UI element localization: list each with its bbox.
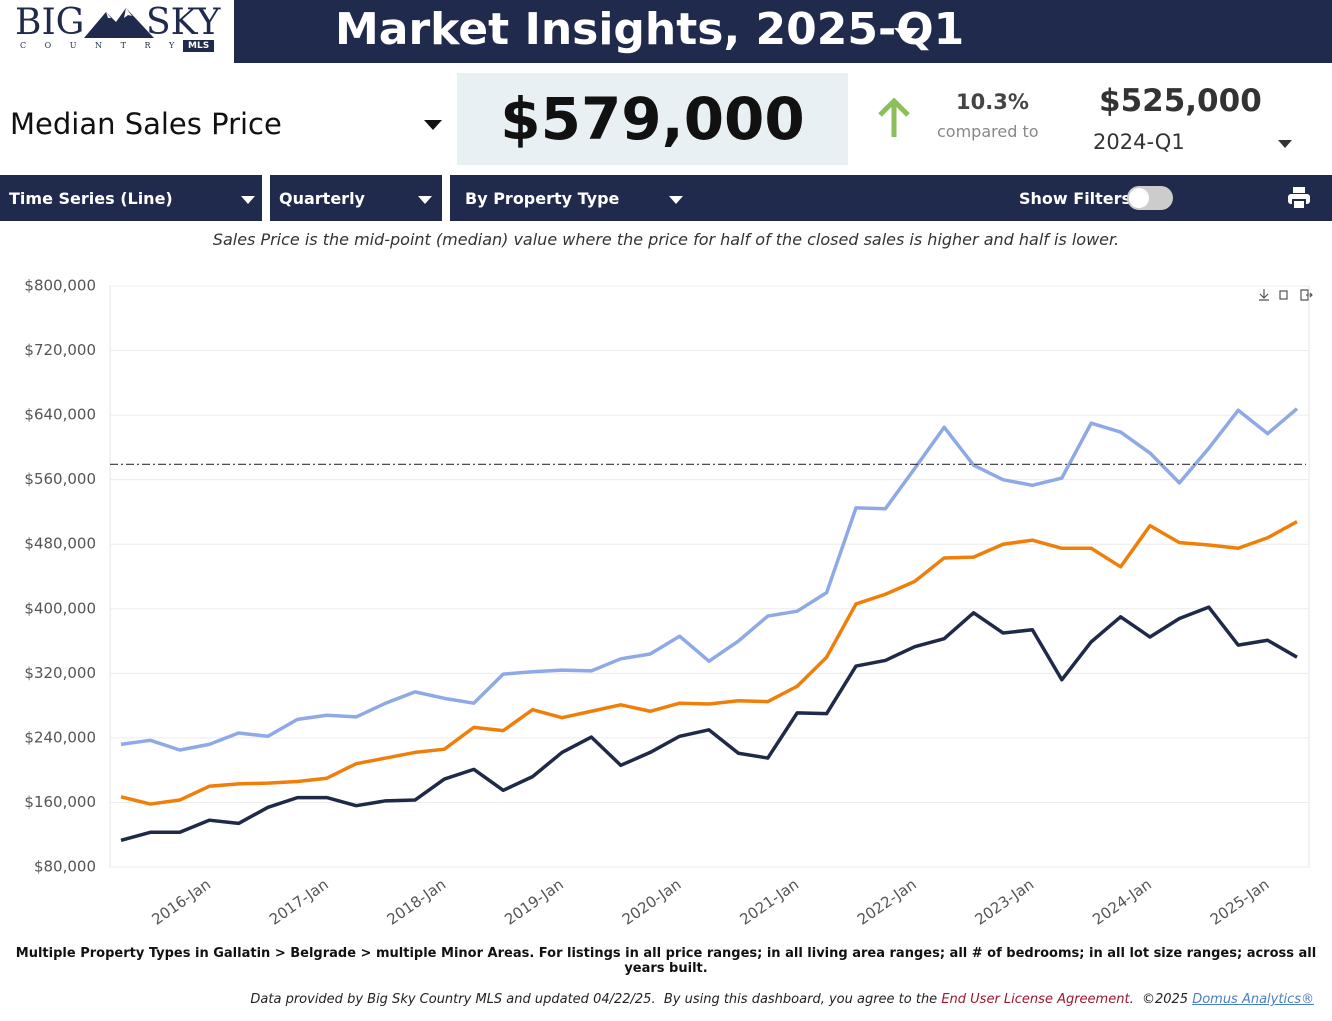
metric-dropdown[interactable]: [424, 120, 442, 130]
x-tick-label: 2018-Jan: [384, 875, 450, 928]
dropdown-arrow[interactable]: [418, 196, 432, 204]
header-title: Market Insights, 2025-Q1: [335, 4, 965, 55]
x-tick-label: 2023-Jan: [972, 875, 1038, 928]
y-tick-label: $80,000: [34, 858, 96, 876]
copy-icon[interactable]: [1279, 290, 1288, 300]
grouping[interactable]: By Property Type: [465, 189, 620, 208]
compare-period: 2024-Q1: [1093, 130, 1185, 154]
x-tick-label: 2024-Jan: [1089, 875, 1155, 928]
series-line: [120, 520, 1298, 806]
y-tick-label: $560,000: [24, 470, 96, 488]
domus-link[interactable]: Domus Analytics®: [1192, 992, 1314, 1007]
logo-right: SKY: [146, 2, 221, 43]
credits-text: Data provided by Big Sky Country MLS and…: [250, 992, 942, 1007]
logo-left: BIG: [15, 2, 85, 43]
metric-value: $579,000: [457, 73, 848, 165]
series-line: [120, 605, 1298, 843]
toggle-knob: [1129, 188, 1149, 208]
eula-link[interactable]: End User License Agreement: [941, 992, 1130, 1007]
x-tick-label: 2017-Jan: [266, 875, 332, 928]
plot-frame: [109, 285, 1310, 868]
logo-sub: C O U N T R Y: [20, 41, 183, 50]
y-tick-label: $400,000: [24, 599, 96, 617]
x-tick-label: 2020-Jan: [619, 875, 685, 928]
export-icon[interactable]: [1300, 289, 1313, 301]
logo-badge: MLS: [183, 40, 215, 52]
chart-icons: [1259, 289, 1313, 301]
x-tick-label: 2022-Jan: [854, 875, 920, 928]
separator: [262, 175, 270, 221]
y-tick-label: $320,000: [24, 664, 96, 682]
filters-label: Show Filters:: [1019, 189, 1138, 208]
y-tick-label: $800,000: [24, 277, 96, 295]
dropdown-arrow[interactable]: [669, 196, 683, 204]
logo-mountain: [84, 8, 154, 38]
y-tick-label: $720,000: [24, 341, 96, 359]
up-arrow: [878, 97, 910, 137]
x-tick-label: 2016-Jan: [148, 875, 214, 928]
y-tick-label: $480,000: [24, 535, 96, 553]
x-tick-label: 2025-Jan: [1207, 875, 1273, 928]
credits: Data provided by Big Sky Country MLS and…: [250, 992, 1314, 1007]
y-tick-label: $240,000: [24, 728, 96, 746]
compare-value: $525,000: [1099, 83, 1262, 119]
header-bar: Market Insights, 2025-Q1: [234, 0, 1332, 63]
y-tick-label: $640,000: [24, 406, 96, 424]
compare-dropdown[interactable]: [1278, 140, 1292, 148]
print-button[interactable]: [1287, 186, 1311, 210]
period-dropdown[interactable]: [894, 28, 920, 42]
description: Sales Price is the mid-point (median) va…: [212, 230, 1120, 249]
logo: BIG SKY C O U N T R Y MLS: [0, 0, 234, 63]
compared-label: compared to: [937, 122, 1039, 141]
interval[interactable]: Quarterly: [279, 189, 365, 208]
footnote: Multiple Property Types in Gallatin > Be…: [15, 946, 1317, 976]
y-tick-label: $160,000: [24, 793, 96, 811]
change: 10.3%: [956, 90, 1029, 114]
separator: [442, 175, 450, 221]
series-line: [120, 407, 1299, 752]
x-tick-label: 2019-Jan: [501, 875, 567, 928]
toolbar: [0, 175, 1332, 221]
x-tick-label: 2021-Jan: [736, 875, 802, 928]
dropdown-arrow[interactable]: [241, 196, 255, 204]
download-icon[interactable]: [1259, 289, 1269, 301]
chart: $80,000 $160,000 $240,000 $320,000 $400,000 $…: [24, 277, 1313, 929]
chart-type[interactable]: Time Series (Line): [9, 189, 173, 208]
credits-mid: . ©2025: [1129, 992, 1193, 1007]
filters-toggle[interactable]: [1127, 186, 1173, 210]
metric-name: Median Sales Price: [10, 107, 282, 141]
